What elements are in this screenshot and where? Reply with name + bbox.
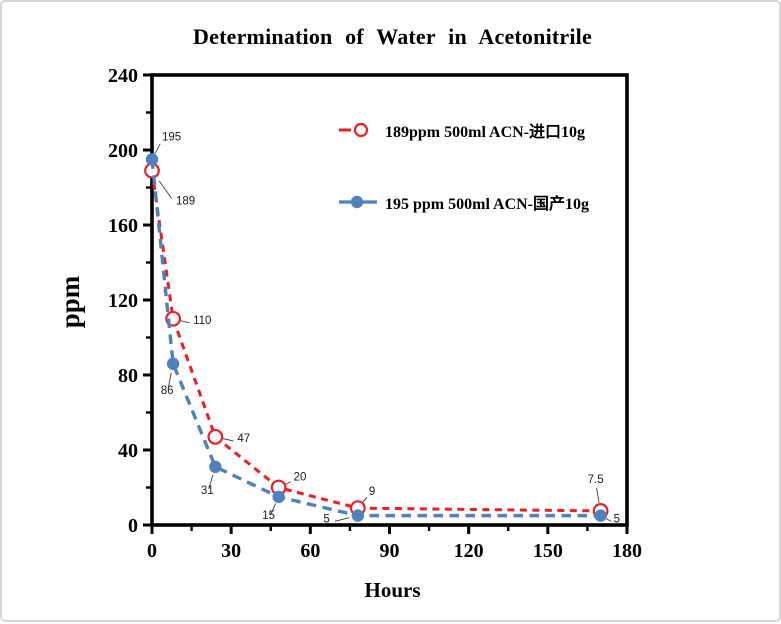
data-point-marker <box>145 153 159 166</box>
data-label-leader <box>270 503 277 516</box>
x-tick-label: 150 <box>533 540 563 562</box>
legend-item-imported: 189ppm 500ml ACN-进口10g <box>338 118 668 142</box>
data-label-leader <box>158 180 173 199</box>
data-point-marker <box>209 460 222 474</box>
data-point-label: 9 <box>369 486 375 498</box>
legend-marker-imported-icon <box>339 122 369 138</box>
data-point-label: 31 <box>201 485 214 497</box>
x-axis-label: Hours <box>364 578 421 602</box>
data-label-leader <box>154 143 161 154</box>
x-tick-label: 180 <box>612 540 642 562</box>
y-tick-label: 240 <box>108 65 138 87</box>
x-tick-label: 0 <box>147 540 157 562</box>
legend-marker-domestic-icon <box>339 195 377 209</box>
data-label-leader <box>179 319 190 324</box>
data-label-leader <box>221 437 234 442</box>
data-label-leader <box>596 487 600 503</box>
legend-label-imported: 189ppm 500ml ACN-进口10g <box>385 124 586 141</box>
data-label-leader <box>167 372 172 389</box>
data-point-marker <box>594 509 607 522</box>
y-tick-label: 40 <box>118 440 138 462</box>
x-tick-label: 60 <box>300 540 320 562</box>
y-tick-label: 120 <box>108 290 138 312</box>
legend-label-domestic: 195 ppm 500ml ACN-国产10g <box>385 196 590 213</box>
data-label-leader <box>208 474 214 490</box>
data-point-marker <box>272 490 285 504</box>
data-point-label: 20 <box>294 472 307 484</box>
chart-title: Determination of Water in Acetonitrile <box>193 24 592 49</box>
data-point-label: 86 <box>161 385 174 397</box>
data-label-leader <box>334 517 350 522</box>
x-tick-label: 120 <box>454 540 484 562</box>
data-point-label: 15 <box>262 510 275 522</box>
series-line-imported <box>150 170 601 513</box>
x-tick-label: 30 <box>221 540 241 562</box>
legend: 189ppm 500ml ACN-进口10g 195 ppm 500ml ACN… <box>338 118 668 214</box>
data-point-marker <box>351 509 365 522</box>
data-point-label: 189 <box>176 196 195 208</box>
x-tick-label: 90 <box>380 540 400 562</box>
data-point-label: 47 <box>237 433 250 445</box>
data-point-label: 5 <box>614 514 620 526</box>
data-point-label: 5 <box>323 514 329 526</box>
y-tick-label: 0 <box>128 515 138 537</box>
data-point-marker <box>166 357 180 370</box>
data-point-label: 195 <box>162 131 181 143</box>
data-point-label: 110 <box>193 315 211 327</box>
data-point-label: 7.5 <box>588 474 604 486</box>
y-tick-label: 80 <box>118 365 138 387</box>
y-tick-label: 200 <box>108 140 138 162</box>
legend-item-domestic: 195 ppm 500ml ACN-国产10g <box>338 190 668 214</box>
y-tick-label: 160 <box>108 215 138 237</box>
data-point-marker <box>207 428 224 445</box>
